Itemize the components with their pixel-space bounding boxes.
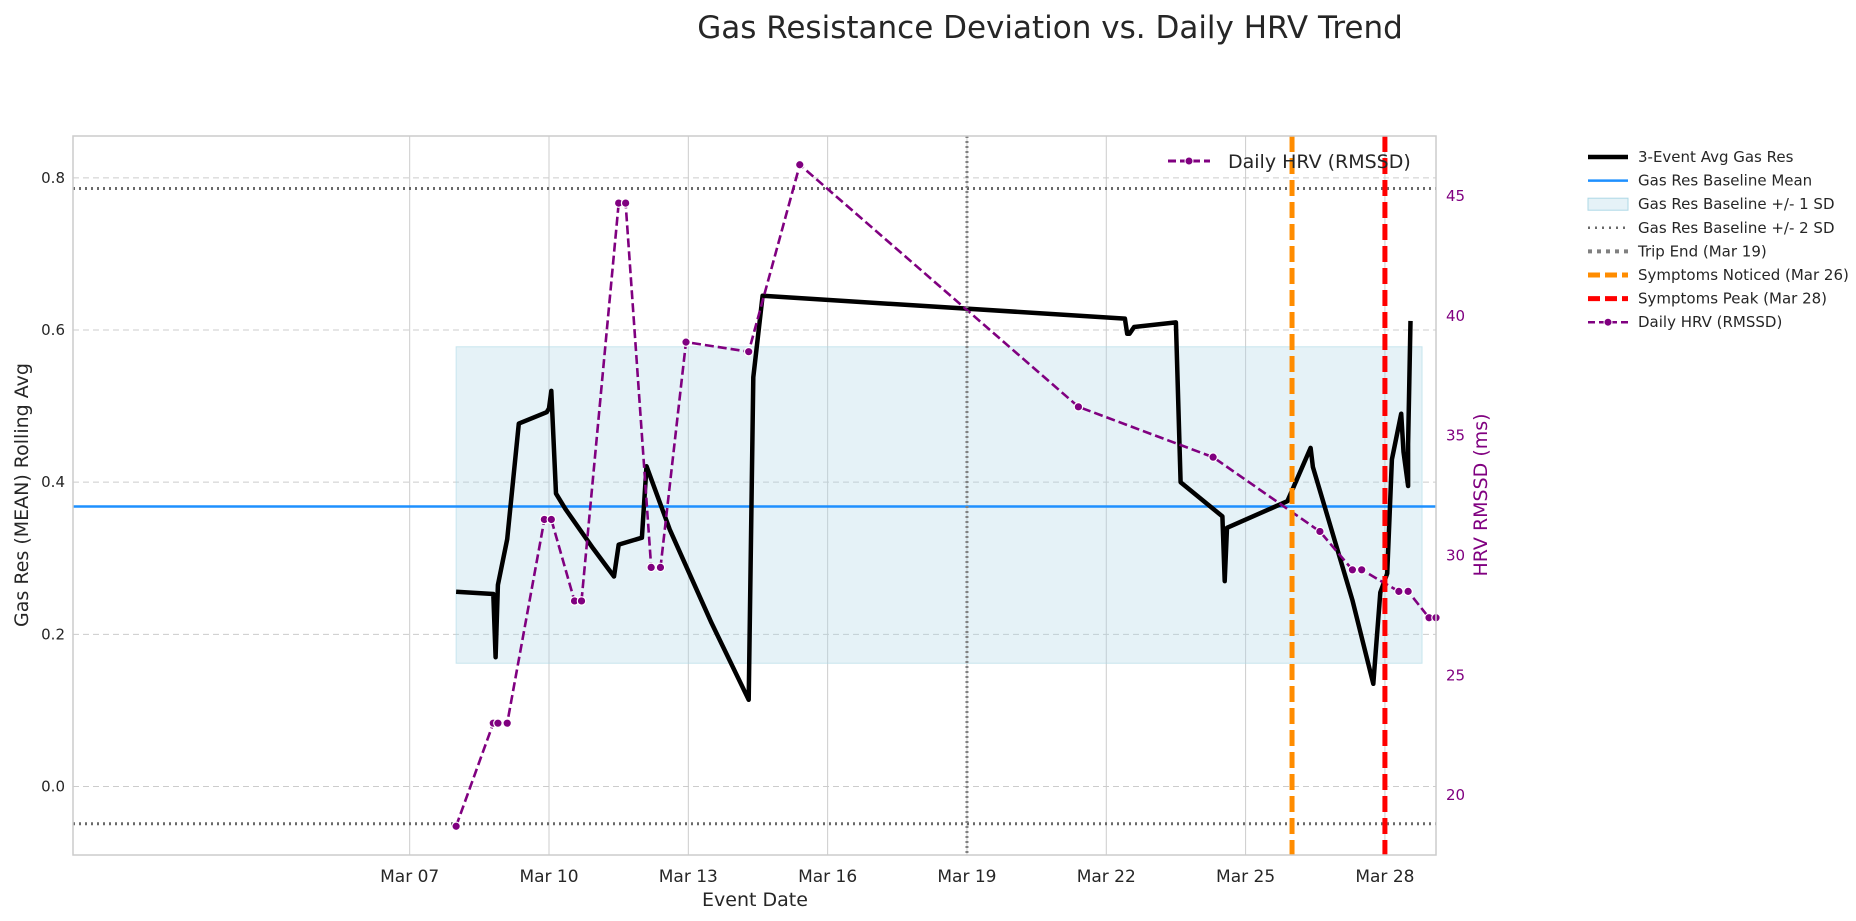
y2-tick-label: 25 <box>1446 666 1465 684</box>
x-axis-label: Event Date <box>702 889 808 911</box>
plot-area <box>72 135 1441 856</box>
reference-lines <box>73 186 1436 826</box>
y-tick-label: 0.6 <box>41 321 65 339</box>
legend-item-symptoms-peak-mar-28: Symptoms Peak (Mar 28) <box>1588 290 1827 308</box>
y-tick-label: 0.2 <box>41 625 65 643</box>
plot-frame <box>72 135 1437 856</box>
legend-label: Gas Res Baseline Mean <box>1638 172 1812 190</box>
inner-legend-marker <box>1184 156 1194 166</box>
x-tick-label: Mar 10 <box>519 867 578 887</box>
y2-axis: 20 25 30 35 40 45 <box>1446 187 1465 804</box>
legend-marker <box>1603 317 1613 327</box>
hrv-point <box>1347 564 1358 575</box>
baseline-band <box>455 346 1423 664</box>
hrv-point <box>1315 526 1325 537</box>
y2-tick-label: 35 <box>1446 427 1465 445</box>
series <box>451 159 1441 832</box>
legend-label: Symptoms Peak (Mar 28) <box>1638 290 1827 308</box>
legend-label: Gas Res Baseline +/- 1 SD <box>1638 195 1835 213</box>
hrv-point <box>1394 586 1404 597</box>
hrv-point <box>451 821 461 832</box>
hrv-point <box>1208 452 1218 462</box>
x-tick-label: Mar 19 <box>937 867 996 887</box>
x-axis: Mar 07 Mar 10 Mar 13 Mar 16 Mar 19 Mar 22 Mar … <box>380 867 1414 887</box>
x-tick-label: Mar 13 <box>659 867 718 887</box>
y-axis-label: Gas Res (MEAN) Rolling Avg <box>11 363 33 627</box>
baseline-sd1-band <box>455 346 1423 664</box>
legend-label: Symptoms Noticed (Mar 26) <box>1638 266 1849 284</box>
legend-swatch <box>1587 197 1629 211</box>
legend-label: Gas Res Baseline +/- 2 SD <box>1638 219 1835 237</box>
legend-label: 3-Event Avg Gas Res <box>1638 148 1794 166</box>
legend-item-daily-hrv-rmssd: Daily HRV (RMSSD) <box>1588 313 1782 331</box>
event-lines <box>965 136 1388 855</box>
y2-axis-label: HRV RMSSD (ms) <box>1470 413 1492 576</box>
hrv-point <box>1356 564 1367 575</box>
x-tick-label: Mar 07 <box>380 867 439 887</box>
hrv-point <box>502 718 513 728</box>
legend-item-trip-end-mar-19: Trip End (Mar 19) <box>1588 242 1767 260</box>
hrv-point <box>1403 586 1413 597</box>
chart-title: Gas Resistance Deviation vs. Daily HRV T… <box>697 10 1403 46</box>
hrv-point <box>681 337 691 347</box>
legend-item-symptoms-noticed-mar-26: Symptoms Noticed (Mar 26) <box>1588 266 1849 284</box>
legend-item-gas-res-baseline-1-sd: Gas Res Baseline +/- 1 SD <box>1587 195 1835 213</box>
hrv-point <box>620 198 631 208</box>
legend-label: Daily HRV (RMSSD) <box>1638 313 1782 331</box>
y2-tick-label: 40 <box>1446 307 1465 325</box>
hrv-point <box>794 159 805 170</box>
inner-legend-label: Daily HRV (RMSSD) <box>1228 151 1411 173</box>
y-axis: 0.0 0.2 0.4 0.6 0.8 <box>41 169 65 796</box>
x-tick-label: Mar 28 <box>1355 867 1414 887</box>
gas-res-rolling-avg-line <box>455 293 1413 703</box>
hrv-point <box>493 718 503 728</box>
y2-tick-label: 30 <box>1446 546 1465 564</box>
legend-item-gas-res-baseline-mean: Gas Res Baseline Mean <box>1588 172 1812 190</box>
y-tick-label: 0.0 <box>41 778 65 796</box>
hrv-point <box>1073 402 1084 412</box>
x-tick-label: Mar 22 <box>1077 867 1136 887</box>
x-tick-label: Mar 16 <box>798 867 857 887</box>
y2-tick-label: 45 <box>1446 187 1465 205</box>
y-tick-label: 0.4 <box>41 473 65 491</box>
hrv-point <box>646 562 656 573</box>
inner-legend: Daily HRV (RMSSD) <box>1168 151 1411 173</box>
x-tick-label: Mar 25 <box>1216 867 1275 887</box>
legend-label: Trip End (Mar 19) <box>1637 242 1767 260</box>
hrv-point <box>743 346 754 357</box>
hrv-point <box>655 562 666 573</box>
hrv-point <box>576 596 587 606</box>
y-tick-label: 0.8 <box>41 169 65 187</box>
y2-tick-label: 20 <box>1446 786 1465 804</box>
hrv-point <box>546 514 557 525</box>
legend: 3-Event Avg Gas Res Gas Res Baseline Mean… <box>1587 148 1849 331</box>
legend-item-3-event-avg-gas-res: 3-Event Avg Gas Res <box>1588 148 1794 166</box>
legend-item-gas-res-baseline-2-sd: Gas Res Baseline +/- 2 SD <box>1588 219 1835 237</box>
